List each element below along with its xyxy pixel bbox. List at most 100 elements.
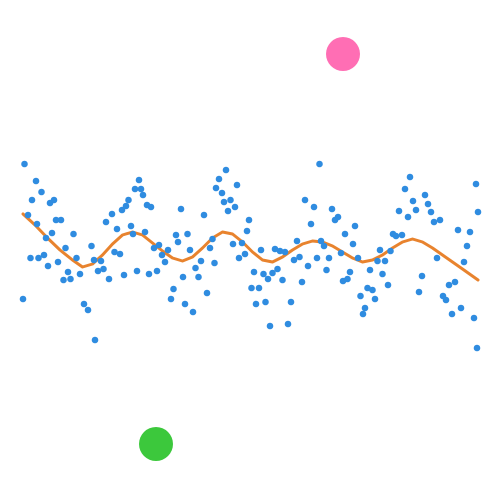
scatter-point [442,296,450,304]
scatter-point [80,300,88,308]
scatter-point [245,216,253,224]
scatter-point [174,238,182,246]
scatter-point [296,253,303,261]
scatter-point [84,306,92,314]
scatter-point [139,191,147,199]
scatter-point [379,270,386,278]
marker-point-2 [326,37,360,71]
scatter-point [135,176,143,184]
scatter-point [64,268,72,276]
scatter-point [313,254,321,262]
scatter-point [90,256,98,264]
scatter-point [209,235,216,243]
scatter-point [76,270,84,278]
scatter-point [349,240,357,248]
scatter-point [463,242,471,250]
scatter-point [111,248,118,256]
scatter-point [374,257,381,265]
scatter-point [260,270,267,278]
scatter-point [19,295,27,303]
scatter-point [181,300,189,308]
scatter-point [164,246,172,254]
scatter-point [42,234,50,242]
scatter-point [320,242,328,250]
scatter-point [473,344,481,352]
scatter-point [392,232,400,240]
scatter-point [304,262,312,270]
marker-point-3 [139,427,173,461]
scatter-point [351,222,359,230]
scatter-point [474,208,482,216]
scatter-point [33,220,41,228]
scatter-point [271,245,279,253]
scatter-point [113,225,121,233]
scatter-point [445,281,453,289]
scatter-point [133,267,141,275]
scatter-point [184,230,191,238]
scatter-point [73,254,80,262]
scatter-point [269,269,276,277]
scatter-point [404,213,412,221]
scatter-point [122,202,130,210]
scatter-point [129,230,137,238]
scatter-point [243,227,251,235]
scatter-point [186,246,194,254]
scatter-point [147,203,155,211]
scatter-point [48,229,56,237]
scatter-point [44,262,52,270]
scatter-point [307,220,315,228]
scatter-point [108,210,116,218]
scatter-point [384,281,392,289]
scatter-point [120,271,128,279]
scatter-point [215,175,223,183]
scatter-point [346,268,354,276]
scatter-point [197,257,205,265]
scatter-point [125,196,132,204]
scatter-point [141,228,149,236]
scatter-point [401,185,409,193]
scatter-point [361,304,369,312]
scatter-point [472,180,480,188]
scatter-point [359,310,367,318]
scatter-point [376,246,384,254]
scatter-point [371,295,379,303]
scatter-point [229,240,237,248]
scatter-point [212,184,220,192]
scatter-point [357,292,364,300]
scatter-point [381,257,389,265]
scatter-point [231,203,239,211]
scatter-point [334,213,342,221]
scatter-point [211,259,218,267]
scatter-point [290,256,298,264]
scatter-point [364,284,371,292]
scatter-point [248,284,255,292]
scatter-point [287,298,295,306]
scatter-point [430,218,438,226]
scatter-point [137,185,145,193]
scatter-point [421,191,429,199]
scatter-point [97,257,105,265]
scatter-point [418,272,426,280]
scatter-point [35,254,42,262]
scatter-point [179,273,187,281]
scatter-point [167,295,175,303]
scatter-point [457,304,465,312]
scatter-point [252,300,260,308]
scatter-point [281,248,289,256]
scatter-point [250,268,258,276]
scatter-point [274,265,281,273]
scatter-point [57,216,65,224]
scatter-point [158,251,166,259]
scatter-point [200,211,208,219]
scatter-point [145,270,153,278]
scatter-point [21,160,28,168]
scatter-point [192,264,199,272]
scatter-point [264,275,272,283]
scatter-point [52,216,60,224]
scatter-point [466,228,474,236]
scatter-point [316,160,323,168]
scatter-point [50,196,58,204]
scatter-point [448,310,456,318]
